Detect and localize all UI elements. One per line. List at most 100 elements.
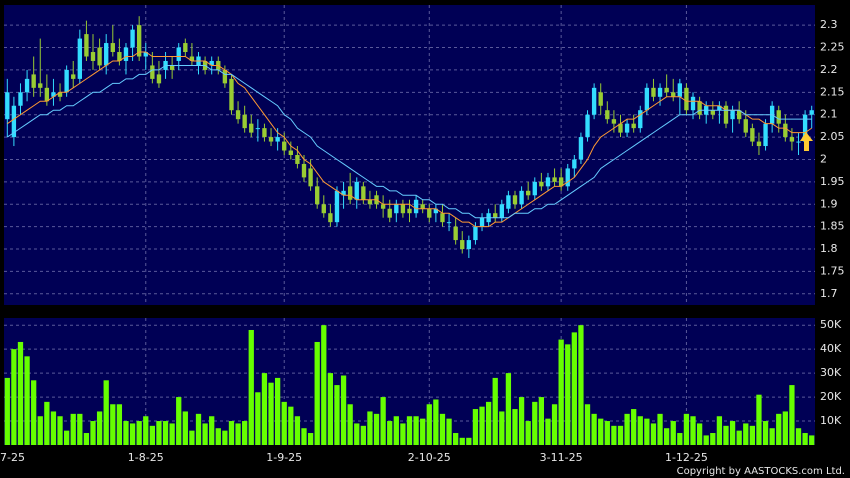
candle-body: [156, 74, 162, 84]
candle-body: [242, 114, 247, 129]
volume-bar: [729, 421, 736, 445]
candle-body: [38, 83, 43, 88]
volume-bar: [789, 385, 795, 445]
volume-bar: [782, 411, 788, 445]
candle-body: [743, 119, 748, 133]
candle-body: [275, 137, 280, 142]
candle-body: [657, 87, 663, 97]
candle-body: [110, 43, 115, 53]
candle-body: [750, 128, 755, 142]
candle-body: [90, 52, 96, 61]
y-tick-label: 2.1: [820, 108, 838, 121]
candle-body: [473, 226, 478, 241]
candle-body: [169, 65, 175, 70]
volume-bar: [24, 356, 30, 445]
volume-bar: [743, 423, 749, 445]
candle-body: [776, 110, 781, 124]
candle-body: [249, 123, 254, 133]
candle-body: [440, 213, 445, 223]
candle-body: [506, 195, 511, 209]
candle-body: [189, 56, 195, 61]
volume-bar: [215, 428, 221, 445]
volume-bar: [538, 397, 545, 445]
volume-bar: [255, 392, 261, 445]
plot-layer: 1.7 1.75 1.8 1.85 1.9 1.95 2 2.05 2.1 2.15 2.2 2.25…: [0, 5, 845, 464]
volume-bar: [162, 421, 169, 445]
candle-body: [176, 47, 181, 61]
volume-bar: [334, 385, 340, 445]
candle-body: [262, 128, 267, 138]
volume-bar: [123, 421, 129, 445]
volume-bar: [176, 397, 182, 445]
candle-body: [24, 78, 30, 93]
volume-bar: [301, 428, 307, 445]
candle-body: [664, 87, 669, 93]
candle-body: [183, 43, 188, 53]
candle-body: [400, 204, 406, 214]
volume-bar: [4, 377, 10, 445]
volume-bar: [406, 416, 413, 445]
candle-body: [631, 123, 636, 129]
candle-body: [84, 34, 89, 57]
candle-body: [209, 60, 214, 66]
candle-body: [717, 105, 722, 111]
volume-bar: [274, 377, 281, 445]
candle-body: [354, 181, 359, 200]
candle-body: [532, 181, 537, 196]
x-tick-label: 2-10-25: [408, 451, 451, 464]
candle-body: [479, 217, 485, 227]
volume-bar: [195, 413, 202, 445]
volume-bar: [321, 325, 327, 445]
candle-body: [783, 123, 788, 138]
candle-body: [288, 150, 293, 155]
candle-body: [433, 208, 439, 214]
candle-body: [387, 208, 392, 218]
volume-bar: [222, 430, 228, 445]
volume-bar: [182, 411, 188, 445]
candle-body: [130, 29, 135, 48]
volume-bar: [248, 329, 254, 445]
volume-bar: [354, 423, 360, 445]
y-tick-label: 30K: [820, 366, 842, 379]
y-tick-label: 20K: [820, 390, 842, 403]
volume-bar: [611, 425, 617, 445]
volume-bar: [288, 406, 294, 445]
candle-body: [558, 177, 564, 187]
candle-body: [512, 195, 518, 205]
volume-bar: [459, 437, 465, 445]
volume-bar: [70, 413, 76, 445]
volume-bar: [169, 423, 175, 445]
volume-bar: [347, 404, 353, 445]
volume-bar: [479, 406, 485, 445]
volume-bar: [591, 413, 597, 445]
volume-bar: [617, 425, 624, 445]
candle-body: [572, 159, 577, 169]
candle-body: [136, 25, 142, 57]
volume-bar: [650, 423, 657, 445]
candle-body: [552, 177, 557, 182]
candle-body: [308, 168, 313, 187]
volume-bar: [677, 433, 683, 445]
volume-bar: [472, 409, 479, 445]
volume-bar: [77, 413, 83, 445]
volume-bar: [453, 433, 459, 445]
volume-bar: [736, 430, 742, 445]
candle-body: [295, 155, 300, 164]
candle-body: [57, 92, 63, 97]
volume-bar: [637, 416, 643, 445]
volume-bar: [756, 394, 762, 445]
volume-bar: [189, 430, 195, 445]
candle-body: [453, 226, 458, 241]
volume-bar: [156, 421, 162, 445]
candle-body: [334, 190, 340, 223]
y-tick-label: 2.3: [820, 18, 838, 31]
candle-body: [347, 186, 353, 200]
candle-body: [427, 208, 432, 218]
volume-bar: [696, 423, 703, 445]
volume-bar: [769, 428, 775, 445]
candle-body: [117, 52, 122, 61]
volume-bar: [11, 349, 17, 445]
ma-line: [7, 51, 812, 228]
x-tick-label: 3-11-25: [540, 451, 583, 464]
volume-bar: [268, 382, 274, 445]
